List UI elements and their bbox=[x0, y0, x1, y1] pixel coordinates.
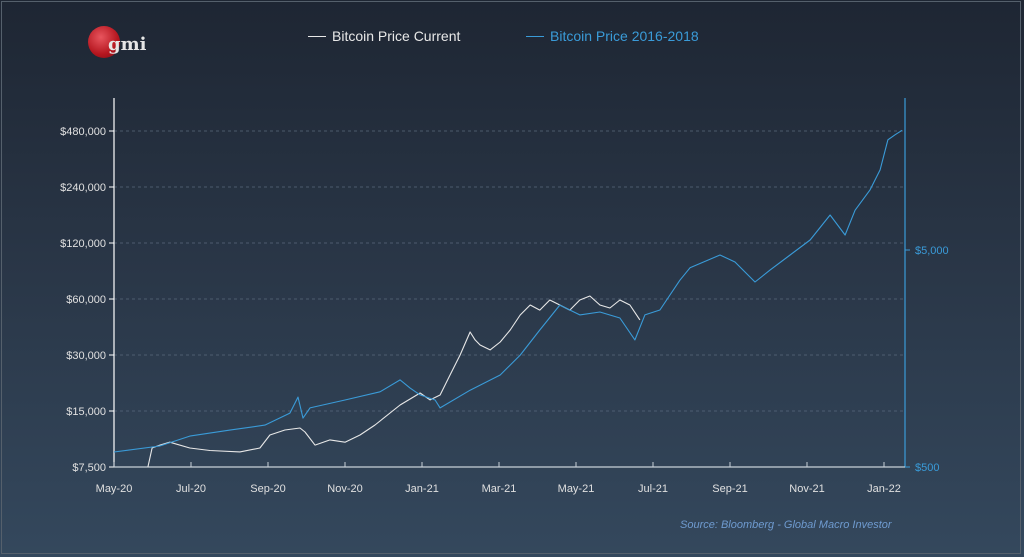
y-left-tick-label: $60,000 bbox=[66, 294, 106, 306]
logo-text: gmi bbox=[108, 34, 147, 55]
legend-item-current: Bitcoin Price Current bbox=[308, 28, 460, 44]
x-tick-label: May-20 bbox=[96, 483, 133, 495]
y-right-tick-label: $5,000 bbox=[915, 245, 949, 257]
series-line-current bbox=[147, 295, 641, 468]
x-tick-label: Mar-21 bbox=[482, 483, 517, 495]
y-left-tick-label: $120,000 bbox=[60, 238, 106, 250]
x-tick-label: Jan-22 bbox=[867, 483, 901, 495]
source-note: Source: Bloomberg - Global Macro Investo… bbox=[680, 519, 892, 531]
x-tick-label: Jul-20 bbox=[176, 483, 206, 495]
x-tick-label: Nov-20 bbox=[327, 483, 362, 495]
gmi-logo: gmi bbox=[88, 26, 148, 60]
y-left-tick-label: $7,500 bbox=[72, 462, 106, 474]
y-left-tick-label: $15,000 bbox=[66, 406, 106, 418]
x-tick-label: May-21 bbox=[558, 483, 595, 495]
x-tick-label: Sep-20 bbox=[250, 483, 285, 495]
legend-swatch-current bbox=[308, 35, 326, 37]
legend-swatch-historic bbox=[526, 35, 544, 37]
legend-item-historic: Bitcoin Price 2016-2018 bbox=[526, 28, 699, 44]
y-left-tick-label: $30,000 bbox=[66, 350, 106, 362]
x-tick-label: Nov-21 bbox=[789, 483, 824, 495]
series-line-historic bbox=[113, 129, 903, 453]
y-left-tick-label: $240,000 bbox=[60, 182, 106, 194]
x-tick-label: Jan-21 bbox=[405, 483, 439, 495]
x-tick-label: Jul-21 bbox=[638, 483, 668, 495]
y-right-tick-label: $500 bbox=[915, 462, 939, 474]
y-left-tick-label: $480,000 bbox=[60, 126, 106, 138]
globe-icon bbox=[88, 26, 120, 58]
legend-label-current: Bitcoin Price Current bbox=[332, 28, 461, 44]
legend-label-historic: Bitcoin Price 2016-2018 bbox=[550, 28, 699, 44]
x-tick-label: Sep-21 bbox=[712, 483, 747, 495]
